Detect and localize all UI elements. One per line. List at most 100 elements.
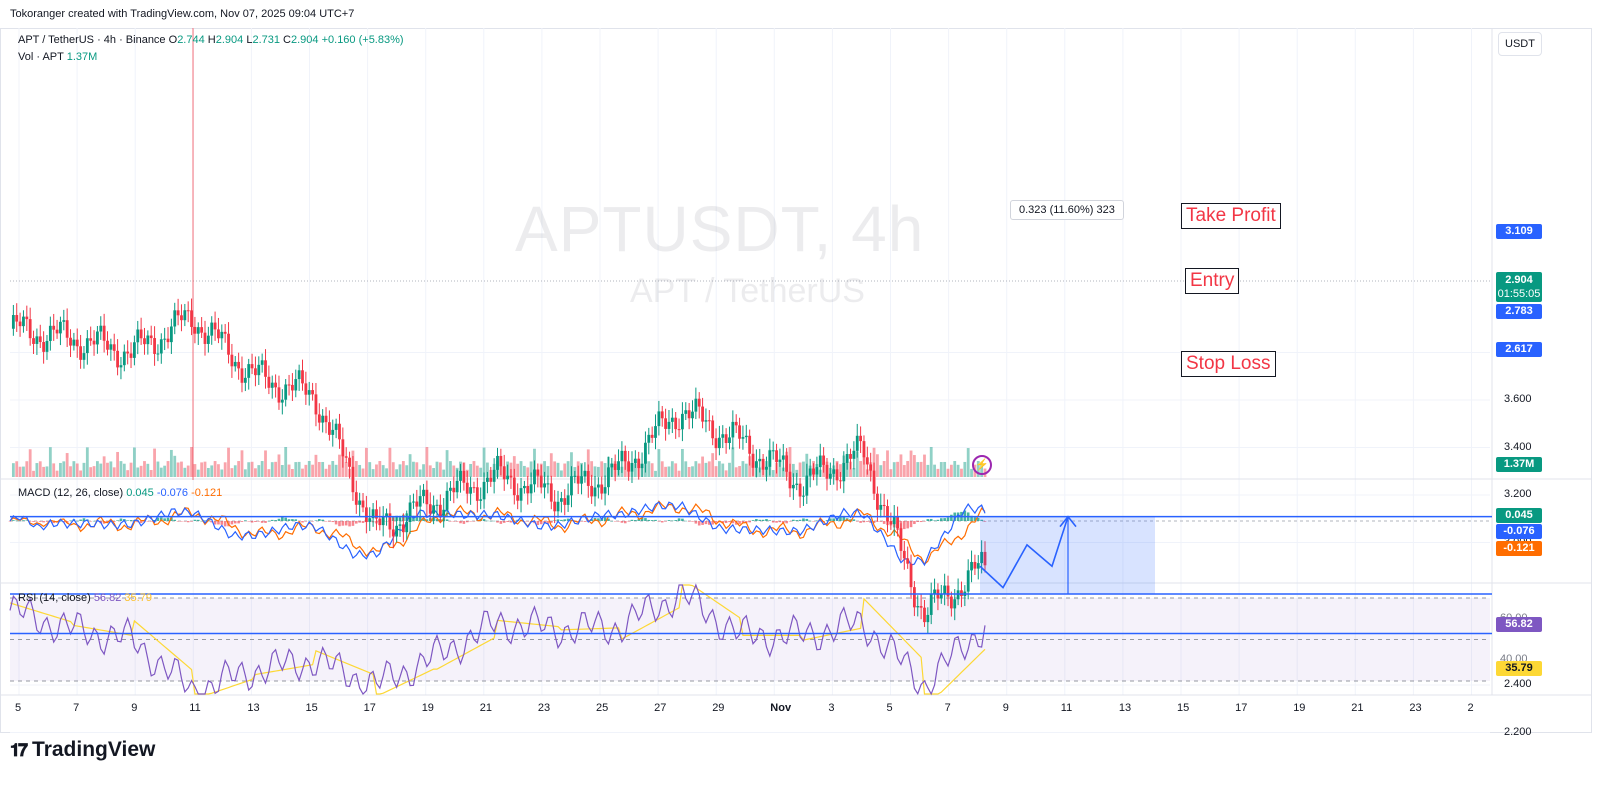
volume-bar [169, 449, 173, 477]
candle-body [15, 315, 19, 322]
volume-bar [892, 462, 896, 477]
volume-bar [704, 462, 708, 477]
volume-bar [102, 456, 106, 477]
time-tick-label: 7 [73, 702, 80, 714]
volume-bar [852, 468, 856, 477]
take-profit-label[interactable]: Take Profit [1181, 203, 1281, 229]
macd-histogram-bar [560, 519, 563, 521]
volume-bar [549, 453, 553, 477]
candle-body [896, 516, 899, 529]
macd-histogram-bar [751, 520, 755, 521]
volume-bar [677, 470, 681, 477]
volume-bar [933, 464, 936, 477]
tradingview-wordmark: TradingView [32, 738, 156, 761]
stop-loss-label[interactable]: Stop Loss [1181, 351, 1276, 377]
volume-legend[interactable]: Vol · APT 1.37M [18, 51, 97, 63]
macd-histogram-bar [324, 521, 328, 522]
volume-bar [156, 461, 160, 477]
rsi-ma-tag: 35.79 [1496, 661, 1542, 676]
candle-body [654, 426, 657, 438]
candle-body [129, 353, 133, 358]
candle-body [274, 382, 278, 388]
macd-histogram-bar [909, 521, 913, 528]
candle-body [321, 415, 325, 423]
volume-bar [287, 464, 291, 477]
macd-histogram-bar [677, 518, 681, 521]
entry-price-tag: 2.783 [1496, 304, 1542, 319]
macd-histogram-bar [644, 518, 647, 521]
macd-legend[interactable]: MACD (12, 26, close) 0.045 -0.076 -0.121 [18, 487, 222, 499]
macd-histogram-bar [620, 521, 624, 523]
macd-histogram-bar [176, 521, 180, 522]
candle-body [11, 315, 15, 329]
macd-histogram-bar [75, 520, 79, 522]
candle-body [862, 441, 866, 458]
price-tick-label: 3.400 [1504, 440, 1532, 453]
volume-bar [146, 463, 150, 477]
candle-body [42, 342, 46, 352]
macd-histogram-bar [526, 521, 530, 522]
macd-histogram-bar [795, 520, 799, 521]
volume-bar [633, 463, 637, 477]
macd-histogram-bar [664, 521, 667, 522]
candle-body [731, 421, 735, 438]
candle-body [859, 435, 863, 442]
volume-bar [896, 461, 899, 477]
volume-bar [714, 466, 718, 477]
macd-signal-line [9, 500, 986, 566]
volume-bar [267, 469, 271, 477]
macd-histogram-bar [351, 521, 355, 526]
candle-body [516, 495, 520, 501]
macd-histogram-bar [173, 519, 177, 521]
candle-body [519, 488, 523, 501]
candle-body [973, 561, 977, 569]
volume-bar [149, 469, 153, 477]
candle-body [909, 563, 913, 588]
macd-value-2: -0.076 [156, 487, 189, 499]
macd-histogram-bar [69, 520, 72, 522]
candle-body [771, 450, 775, 452]
volume-bar [22, 466, 25, 477]
candle-body [344, 456, 348, 458]
time-tick-label: 11 [189, 702, 201, 714]
candle-body [741, 437, 745, 439]
volume-bar [270, 462, 274, 477]
time-tick-label: 3 [828, 702, 835, 714]
candle-body [405, 521, 409, 533]
lightning-icon[interactable]: ⚡ [972, 455, 992, 475]
volume-bar [798, 462, 802, 477]
candle-body [368, 518, 372, 522]
candle-body [180, 315, 183, 321]
volume-bar [338, 454, 341, 477]
symbol-legend[interactable]: APT / TetherUS · 4h · Binance O2.744 H2.… [18, 34, 404, 46]
time-tick-label: 17 [1235, 702, 1248, 714]
entry-label[interactable]: Entry [1185, 268, 1240, 294]
candle-body [418, 496, 422, 507]
volume-bar [949, 464, 953, 477]
candle-body [970, 561, 973, 571]
candle-body [573, 475, 577, 477]
candle-body [482, 481, 486, 500]
macd-histogram-bar [12, 520, 15, 521]
candle-body [452, 487, 456, 493]
currency-button[interactable]: USDT [1498, 32, 1542, 56]
macd-histogram-bar [637, 519, 641, 521]
candle-body [711, 420, 715, 439]
candle-body [808, 468, 812, 476]
rsi-legend[interactable]: RSI (14, close) 56.82 35.79 [18, 592, 152, 604]
rsi-value-2: 35.79 [124, 592, 152, 604]
tradingview-logo-icon: 𝟏𝟕 [10, 739, 28, 760]
volume-bar [956, 464, 960, 477]
candle-body [348, 457, 351, 467]
macd-histogram-bar [906, 521, 909, 529]
macd-name: MACD (12, 26, close) [18, 487, 124, 499]
macd-histogram-bar [274, 520, 277, 521]
low-label: L [246, 34, 253, 46]
volume-bar [361, 468, 365, 477]
candle-body [939, 593, 943, 599]
macd-histogram-bar [536, 521, 540, 526]
time-tick-label: 13 [247, 702, 260, 714]
tradingview-logo[interactable]: 𝟏𝟕 TradingView [10, 738, 155, 762]
candle-body [539, 475, 543, 488]
